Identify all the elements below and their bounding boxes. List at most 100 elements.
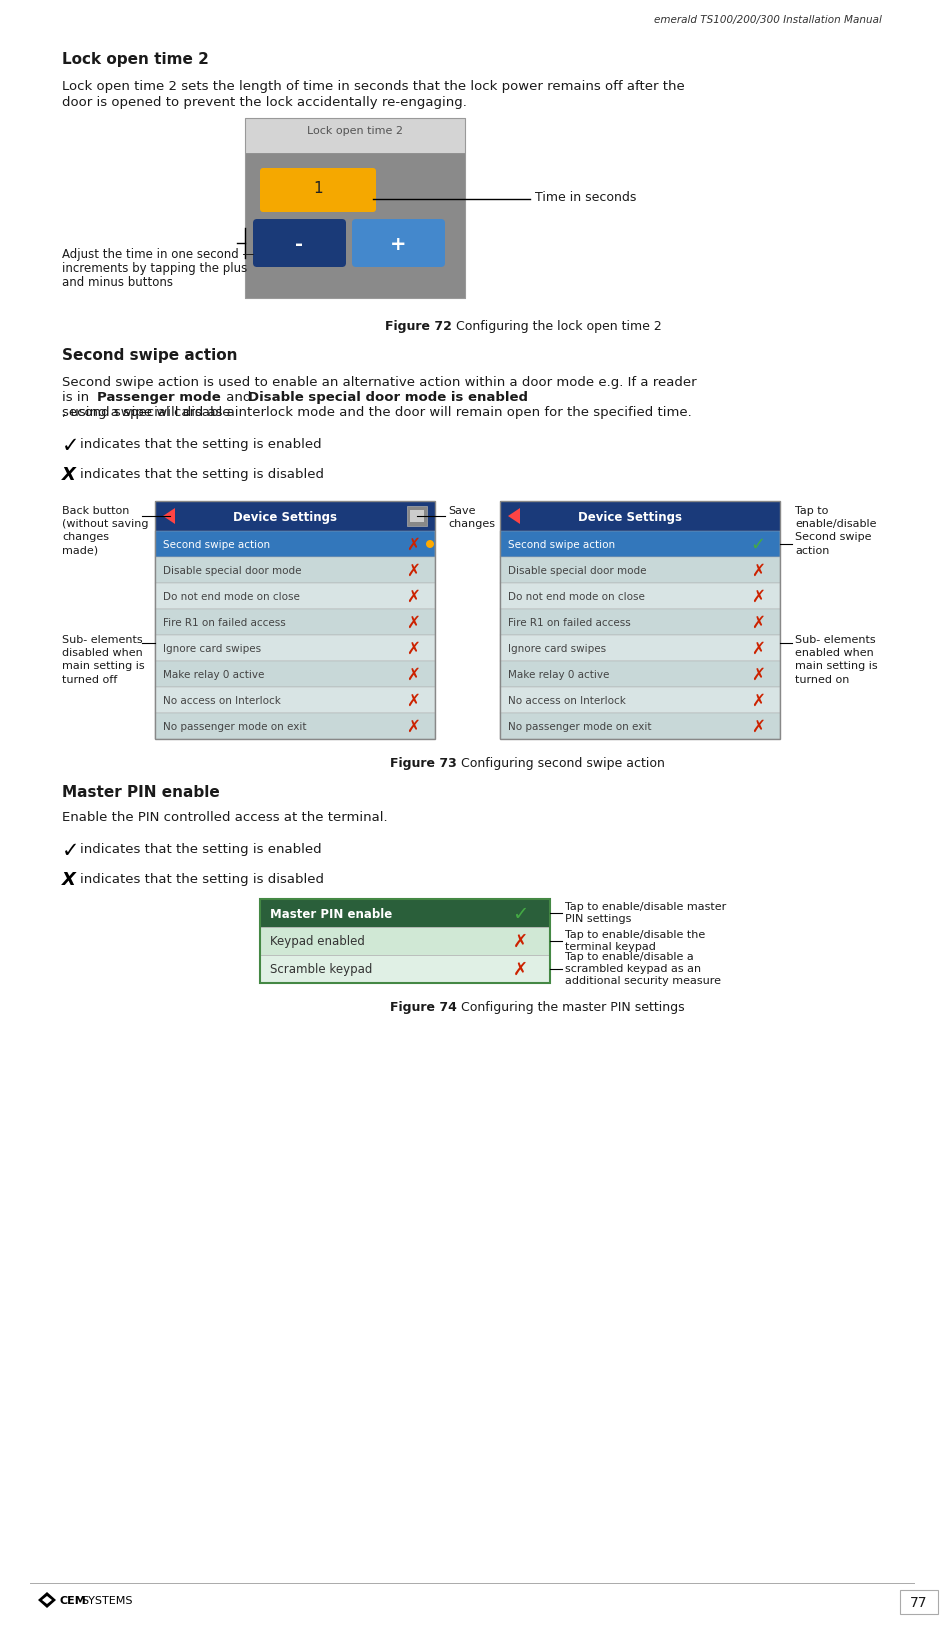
Bar [260, 899, 550, 926]
Bar [155, 583, 435, 609]
Text: indicates that the setting is disabled: indicates that the setting is disabled [80, 873, 324, 886]
Text: Tap to enable/disable a
scrambled keypad as an
additional security measure: Tap to enable/disable a scrambled keypad… [565, 952, 721, 986]
Bar [500, 687, 780, 713]
Text: No access on Interlock: No access on Interlock [508, 696, 626, 705]
Bar [155, 531, 435, 557]
Text: Disable special door mode: Disable special door mode [163, 566, 301, 575]
Text: Lock open time 2: Lock open time 2 [307, 127, 403, 136]
Bar [155, 557, 435, 583]
Text: 1: 1 [313, 180, 323, 197]
Text: Tap to
enable/disable
Second swipe
action: Tap to enable/disable Second swipe actio… [795, 505, 876, 556]
Text: No passenger mode on exit: No passenger mode on exit [508, 722, 651, 731]
Text: +: + [390, 236, 407, 254]
Text: Scramble keypad: Scramble keypad [270, 964, 372, 977]
Text: SYSTEMS: SYSTEMS [81, 1596, 132, 1606]
Text: X: X [62, 466, 76, 484]
Text: ✓: ✓ [62, 436, 79, 457]
Bar [500, 635, 780, 661]
Text: Second swipe action is used to enable an alternative action within a door mode e: Second swipe action is used to enable an… [62, 375, 697, 388]
Text: Disable special door mode: Disable special door mode [508, 566, 647, 575]
Text: Second swipe action: Second swipe action [62, 348, 238, 362]
Text: ✗: ✗ [751, 666, 765, 684]
Text: emerald TS100/200/300 Installation Manual: emerald TS100/200/300 Installation Manua… [654, 15, 882, 24]
Text: ✗: ✗ [406, 718, 420, 736]
Bar [260, 899, 550, 983]
Text: ✗: ✗ [406, 692, 420, 710]
Text: Tap to enable/disable the
terminal keypad: Tap to enable/disable the terminal keypa… [565, 929, 705, 952]
Text: ✗: ✗ [751, 588, 765, 606]
Text: ✗: ✗ [751, 692, 765, 710]
Text: increments by tapping the plus: increments by tapping the plus [62, 262, 247, 275]
Bar [245, 119, 465, 153]
Text: ✗: ✗ [751, 640, 765, 658]
Polygon shape [508, 509, 520, 523]
Bar [155, 713, 435, 739]
Text: ✓: ✓ [750, 536, 766, 554]
Polygon shape [42, 1596, 52, 1604]
Text: ✗: ✗ [406, 588, 420, 606]
Bar [900, 1589, 938, 1614]
Text: , using a special card as a: , using a special card as a [62, 406, 235, 419]
Text: Second swipe action: Second swipe action [163, 540, 270, 549]
Text: ✗: ✗ [513, 960, 528, 978]
Text: and: and [222, 392, 256, 405]
Text: Adjust the time in one second —: Adjust the time in one second — [62, 249, 254, 262]
Text: Fire R1 on failed access: Fire R1 on failed access [508, 618, 631, 627]
Bar [155, 609, 435, 635]
Text: Ignore card swipes: Ignore card swipes [163, 644, 261, 653]
Text: is in: is in [62, 392, 93, 405]
Text: Ignore card swipes: Ignore card swipes [508, 644, 606, 653]
Text: Master PIN enable: Master PIN enable [62, 785, 220, 800]
Bar [500, 500, 780, 531]
Text: 77: 77 [910, 1596, 928, 1610]
Text: ✗: ✗ [751, 718, 765, 736]
Bar [155, 500, 435, 739]
Text: Master PIN enable: Master PIN enable [270, 907, 393, 920]
Text: -: - [295, 236, 304, 254]
Text: second swipe will disable interlock mode and the door will remain open for the s: second swipe will disable interlock mode… [62, 406, 692, 419]
Polygon shape [163, 509, 175, 523]
Text: Sub- elements
enabled when
main setting is
turned on: Sub- elements enabled when main setting … [795, 635, 878, 684]
Bar [500, 500, 780, 739]
Text: Time in seconds: Time in seconds [535, 192, 636, 205]
Bar [260, 926, 550, 955]
Text: No access on Interlock: No access on Interlock [163, 696, 281, 705]
Text: ✗: ✗ [406, 536, 420, 554]
Text: ✗: ✗ [513, 933, 528, 951]
Text: ✓: ✓ [512, 905, 529, 923]
Text: Disable special door mode is enabled: Disable special door mode is enabled [248, 392, 528, 405]
Text: Do not end mode on close: Do not end mode on close [508, 592, 645, 601]
Bar [407, 505, 427, 526]
Text: Figure 74: Figure 74 [390, 1001, 457, 1014]
Text: Figure 73: Figure 73 [390, 757, 457, 770]
Text: Tap to enable/disable master
PIN settings: Tap to enable/disable master PIN setting… [565, 902, 726, 925]
Text: Sub- elements
disabled when
main setting is
turned off: Sub- elements disabled when main setting… [62, 635, 144, 684]
Text: ✗: ✗ [406, 666, 420, 684]
Text: and minus buttons: and minus buttons [62, 276, 173, 289]
Bar [155, 661, 435, 687]
Text: Keypad enabled: Keypad enabled [270, 936, 365, 949]
Text: Device Settings: Device Settings [233, 510, 337, 523]
Text: ✓: ✓ [62, 842, 79, 861]
Text: Save
changes: Save changes [448, 505, 495, 530]
Text: ✗: ✗ [751, 614, 765, 632]
Text: indicates that the setting is enabled: indicates that the setting is enabled [80, 843, 322, 856]
Text: Device Settings: Device Settings [578, 510, 682, 523]
Text: Second swipe action: Second swipe action [508, 540, 615, 549]
Bar [500, 661, 780, 687]
Bar [500, 557, 780, 583]
Text: indicates that the setting is enabled: indicates that the setting is enabled [80, 439, 322, 452]
Text: ✗: ✗ [406, 562, 420, 580]
Text: Configuring the lock open time 2: Configuring the lock open time 2 [452, 320, 662, 333]
Text: No passenger mode on exit: No passenger mode on exit [163, 722, 307, 731]
Circle shape [426, 540, 434, 548]
Text: ✗: ✗ [406, 640, 420, 658]
Text: Fire R1 on failed access: Fire R1 on failed access [163, 618, 286, 627]
Bar [500, 609, 780, 635]
Bar [155, 687, 435, 713]
FancyBboxPatch shape [253, 219, 346, 266]
Text: Do not end mode on close: Do not end mode on close [163, 592, 300, 601]
Text: Back button
(without saving
changes
made): Back button (without saving changes made… [62, 505, 148, 556]
Bar [245, 153, 465, 297]
Bar [155, 635, 435, 661]
